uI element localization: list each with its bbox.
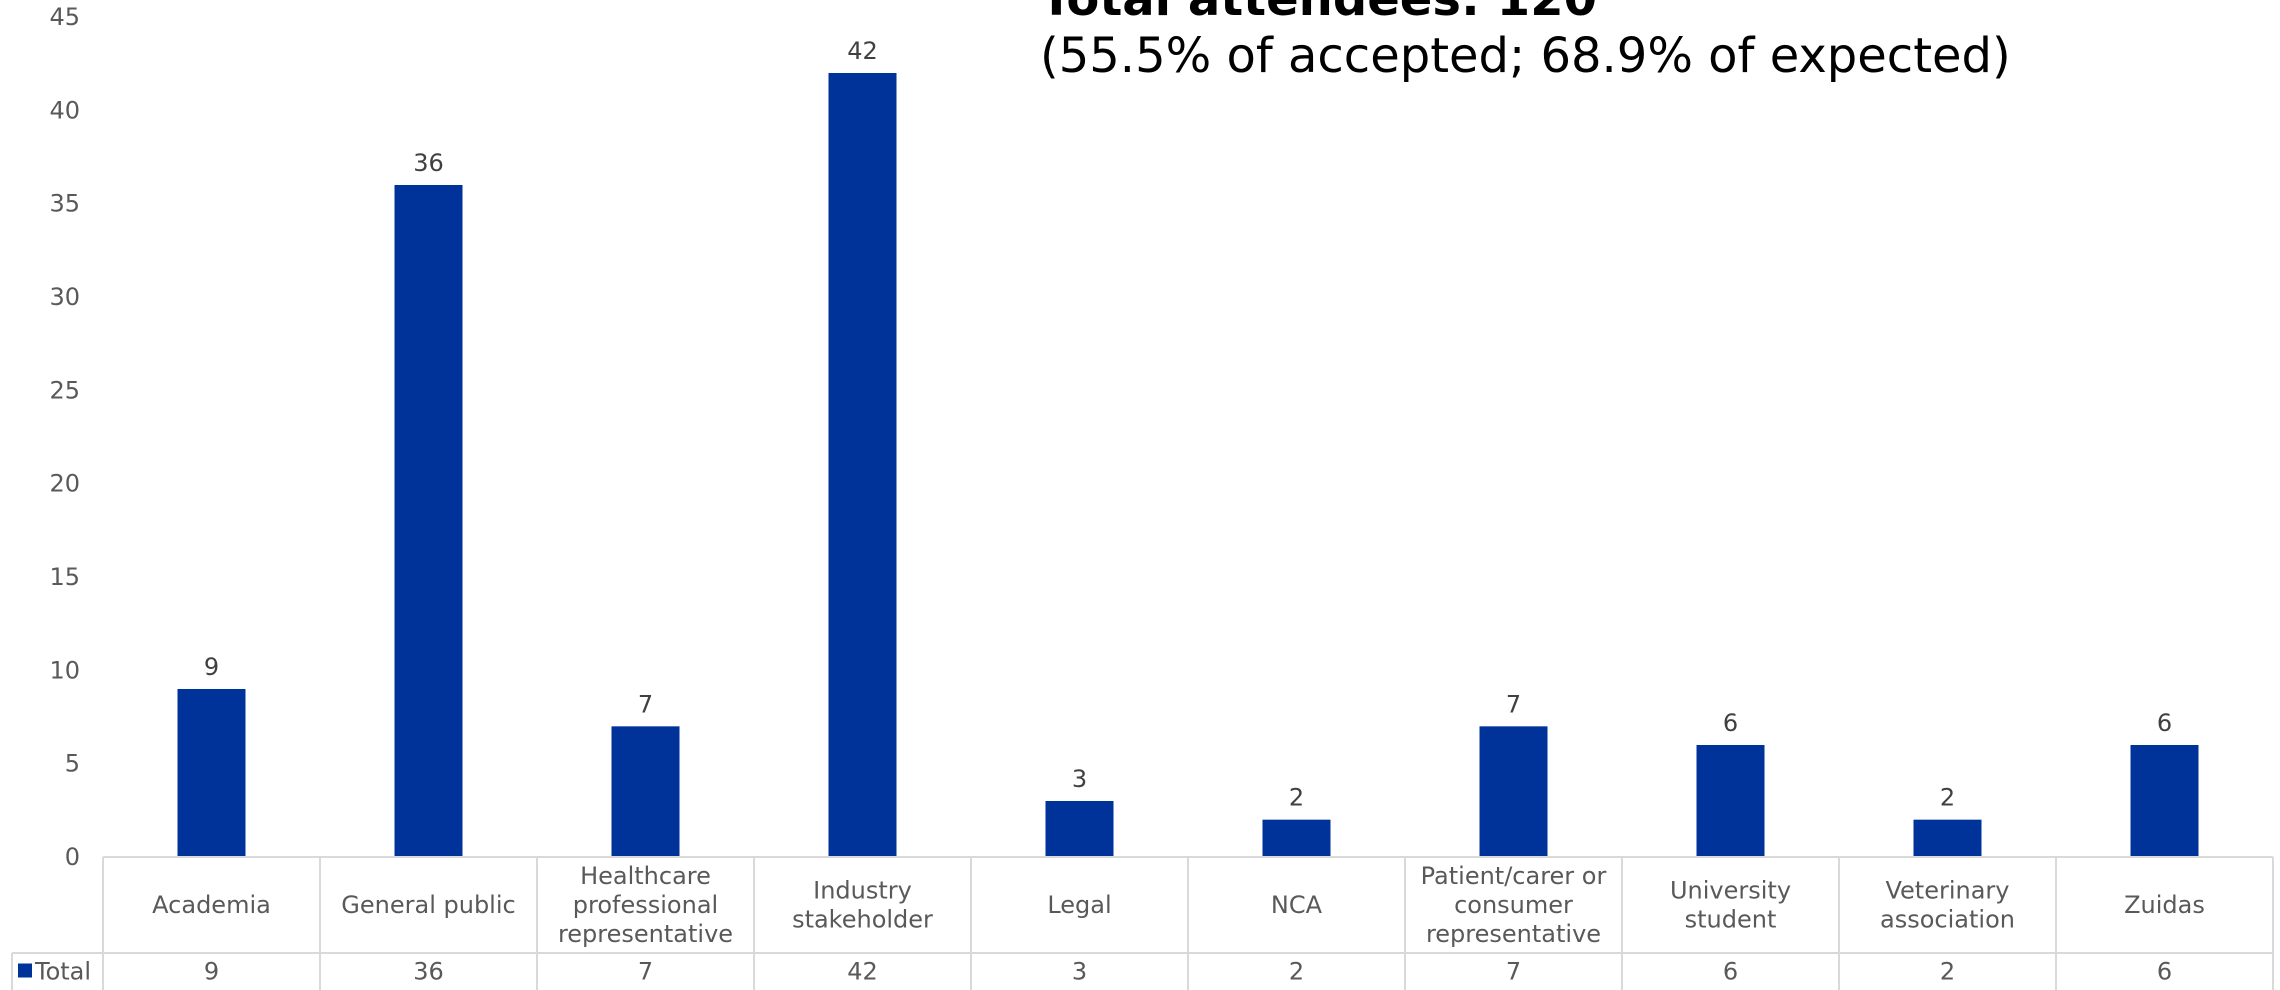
- category-label: representative: [558, 920, 733, 948]
- data-label: 6: [1723, 709, 1738, 737]
- annotation-title: Total attendees: 120: [1040, 0, 2011, 28]
- y-tick-label: 40: [49, 96, 80, 124]
- y-tick-label: 25: [49, 376, 80, 404]
- data-label: 7: [638, 690, 653, 718]
- data-label: 3: [1072, 765, 1087, 793]
- y-tick-label: 10: [49, 656, 80, 684]
- category-label: Zuidas: [2124, 891, 2205, 919]
- category-label: Healthcare: [580, 862, 711, 890]
- bar: [1913, 819, 1982, 857]
- table-value: 3: [1072, 958, 1087, 986]
- y-tick-label: 35: [49, 190, 80, 218]
- bar: [394, 185, 463, 857]
- category-label: NCA: [1271, 891, 1323, 919]
- table-value: 42: [847, 958, 878, 986]
- bar: [611, 726, 680, 857]
- table-value: 36: [413, 958, 444, 986]
- bar: [828, 73, 897, 857]
- table-value: 7: [1506, 958, 1521, 986]
- y-tick-label: 15: [49, 563, 80, 591]
- series-name-label: Total: [34, 958, 91, 986]
- category-label: Legal: [1047, 891, 1111, 919]
- data-label: 2: [1289, 784, 1304, 812]
- y-tick-label: 45: [49, 3, 80, 31]
- table-value: 7: [638, 958, 653, 986]
- bar: [2130, 745, 2199, 857]
- y-tick-label: 0: [65, 843, 80, 871]
- data-label: 42: [847, 37, 878, 65]
- table-value: 6: [1723, 958, 1738, 986]
- category-label: Veterinary: [1885, 877, 2009, 905]
- bar: [1696, 745, 1765, 857]
- data-label: 7: [1506, 690, 1521, 718]
- category-label: Industry: [813, 877, 912, 905]
- data-label: 36: [413, 149, 444, 177]
- category-label: stakeholder: [792, 906, 933, 934]
- table-value: 9: [204, 958, 219, 986]
- bar: [1262, 819, 1331, 857]
- y-tick-label: 30: [49, 283, 80, 311]
- category-label: professional: [573, 891, 718, 919]
- annotation-subtitle: (55.5% of accepted; 68.9% of expected): [1040, 28, 2011, 84]
- category-label: General public: [341, 891, 515, 919]
- data-label: 6: [2157, 709, 2172, 737]
- category-label: Academia: [152, 891, 271, 919]
- y-tick-label: 20: [49, 470, 80, 498]
- category-label: student: [1685, 906, 1777, 934]
- bar: [1479, 726, 1548, 857]
- table-value: 2: [1940, 958, 1955, 986]
- bar: [177, 689, 246, 857]
- category-label: University: [1670, 877, 1791, 905]
- bar: [1045, 801, 1114, 857]
- data-label: 2: [1940, 784, 1955, 812]
- table-value: 2: [1289, 958, 1304, 986]
- y-tick-label: 5: [65, 750, 80, 778]
- category-label: Patient/carer or: [1421, 862, 1607, 890]
- data-label: 9: [204, 653, 219, 681]
- legend-key-total: [18, 963, 32, 978]
- chart-annotation: Total attendees: 120 (55.5% of accepted;…: [1040, 0, 2011, 84]
- category-label: consumer: [1454, 891, 1573, 919]
- category-label: representative: [1426, 920, 1601, 948]
- table-value: 6: [2157, 958, 2172, 986]
- category-label: association: [1880, 906, 2015, 934]
